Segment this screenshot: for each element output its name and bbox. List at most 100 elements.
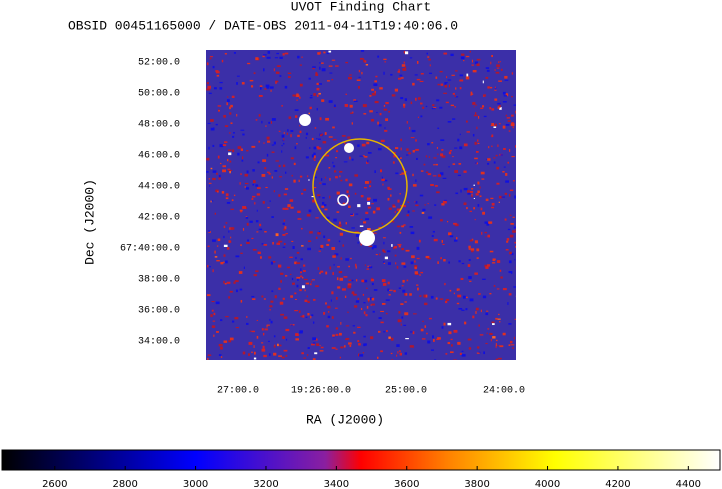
noise-pixel [404, 98, 407, 102]
noise-pixel [251, 195, 256, 198]
y-tick-label: 36:00.0 [138, 306, 180, 317]
noise-pixel [307, 347, 310, 350]
noise-pixel [299, 130, 302, 134]
noise-pixel [344, 142, 346, 144]
noise-pixel [325, 117, 329, 121]
noise-pixel [324, 132, 327, 135]
noise-pixel [339, 277, 344, 281]
noise-pixel [288, 76, 291, 79]
noise-pixel [379, 87, 383, 90]
noise-pixel [515, 295, 516, 297]
noise-pixel [213, 87, 217, 90]
noise-pixel [456, 302, 460, 305]
noise-pixel [399, 173, 402, 175]
noise-pixel [427, 173, 432, 176]
noise-pixel [491, 123, 495, 126]
subtitle: OBSID 00451165000 / DATE-OBS 2011-04-11T… [68, 18, 458, 33]
noise-pixel [339, 232, 344, 236]
noise-pixel [459, 79, 464, 82]
noise-pixel [358, 343, 361, 346]
noise-pixel [291, 240, 294, 242]
noise-pixel [367, 297, 370, 301]
noise-pixel [357, 241, 359, 244]
noise-pixel [379, 169, 383, 173]
noise-pixel [457, 288, 460, 291]
noise-pixel [272, 261, 276, 263]
noise-pixel [229, 132, 231, 134]
noise-pixel [515, 266, 516, 270]
noise-pixel [403, 224, 406, 226]
noise-pixel [469, 239, 473, 242]
noise-pixel [410, 101, 413, 105]
noise-pixel [415, 201, 418, 204]
noise-pixel [384, 256, 388, 260]
noise-pixel [282, 234, 286, 236]
noise-pixel [498, 80, 502, 82]
noise-pixel [225, 197, 229, 200]
noise-pixel [256, 193, 261, 196]
noise-pixel [489, 250, 494, 253]
noise-pixel [362, 352, 365, 354]
noise-pixel [418, 239, 421, 243]
noise-pixel [296, 93, 299, 96]
noise-pixel [401, 172, 406, 175]
noise-pixel [280, 272, 284, 275]
noise-pixel [308, 179, 310, 181]
noise-pixel [310, 95, 313, 97]
noise-pixel [370, 304, 372, 306]
noise-pixel [377, 356, 379, 359]
noise-pixel [350, 213, 353, 216]
noise-pixel [371, 88, 375, 91]
noise-pixel [416, 60, 419, 64]
noise-pixel [385, 299, 390, 301]
noise-pixel [290, 324, 292, 326]
noise-pixel [284, 85, 288, 89]
sky-image [206, 50, 516, 360]
noise-pixel [276, 52, 279, 55]
y-tick-label: 67:40:00.0 [120, 244, 180, 255]
noise-pixel [255, 220, 259, 223]
noise-pixel [439, 298, 444, 300]
noise-pixel [353, 331, 356, 334]
noise-pixel [292, 94, 297, 97]
noise-pixel [246, 150, 249, 152]
noise-pixel [439, 70, 443, 73]
noise-pixel [357, 297, 360, 300]
noise-pixel [327, 315, 331, 319]
noise-pixel [458, 260, 461, 263]
noise-pixel [300, 227, 303, 230]
noise-pixel [275, 233, 279, 237]
noise-pixel [285, 207, 289, 210]
noise-pixel [299, 96, 301, 99]
noise-pixel [251, 330, 255, 333]
noise-pixel [383, 261, 385, 264]
colorbar [1, 449, 721, 471]
noise-pixel [403, 266, 407, 268]
noise-pixel [503, 125, 505, 128]
noise-pixel [331, 78, 334, 81]
noise-pixel [444, 283, 446, 286]
noise-pixel [342, 244, 345, 247]
noise-pixel [386, 329, 388, 333]
noise-pixel [401, 167, 404, 170]
noise-pixel [441, 239, 443, 243]
noise-pixel [492, 262, 496, 264]
noise-pixel [292, 324, 295, 326]
noise-pixel [328, 100, 333, 103]
noise-pixel [319, 66, 321, 70]
noise-pixel [472, 102, 476, 105]
noise-pixel [278, 194, 281, 197]
noise-pixel [285, 328, 290, 332]
noise-pixel [484, 221, 488, 224]
noise-pixel [401, 316, 404, 319]
noise-pixel [453, 222, 457, 225]
noise-pixel [373, 198, 378, 202]
noise-pixel [236, 82, 238, 85]
noise-pixel [260, 86, 262, 90]
noise-pixel [365, 211, 369, 215]
noise-pixel [451, 74, 455, 76]
noise-pixel [512, 126, 514, 129]
y-axis-label: Dec (J2000) [82, 179, 97, 265]
noise-pixel [468, 259, 471, 261]
